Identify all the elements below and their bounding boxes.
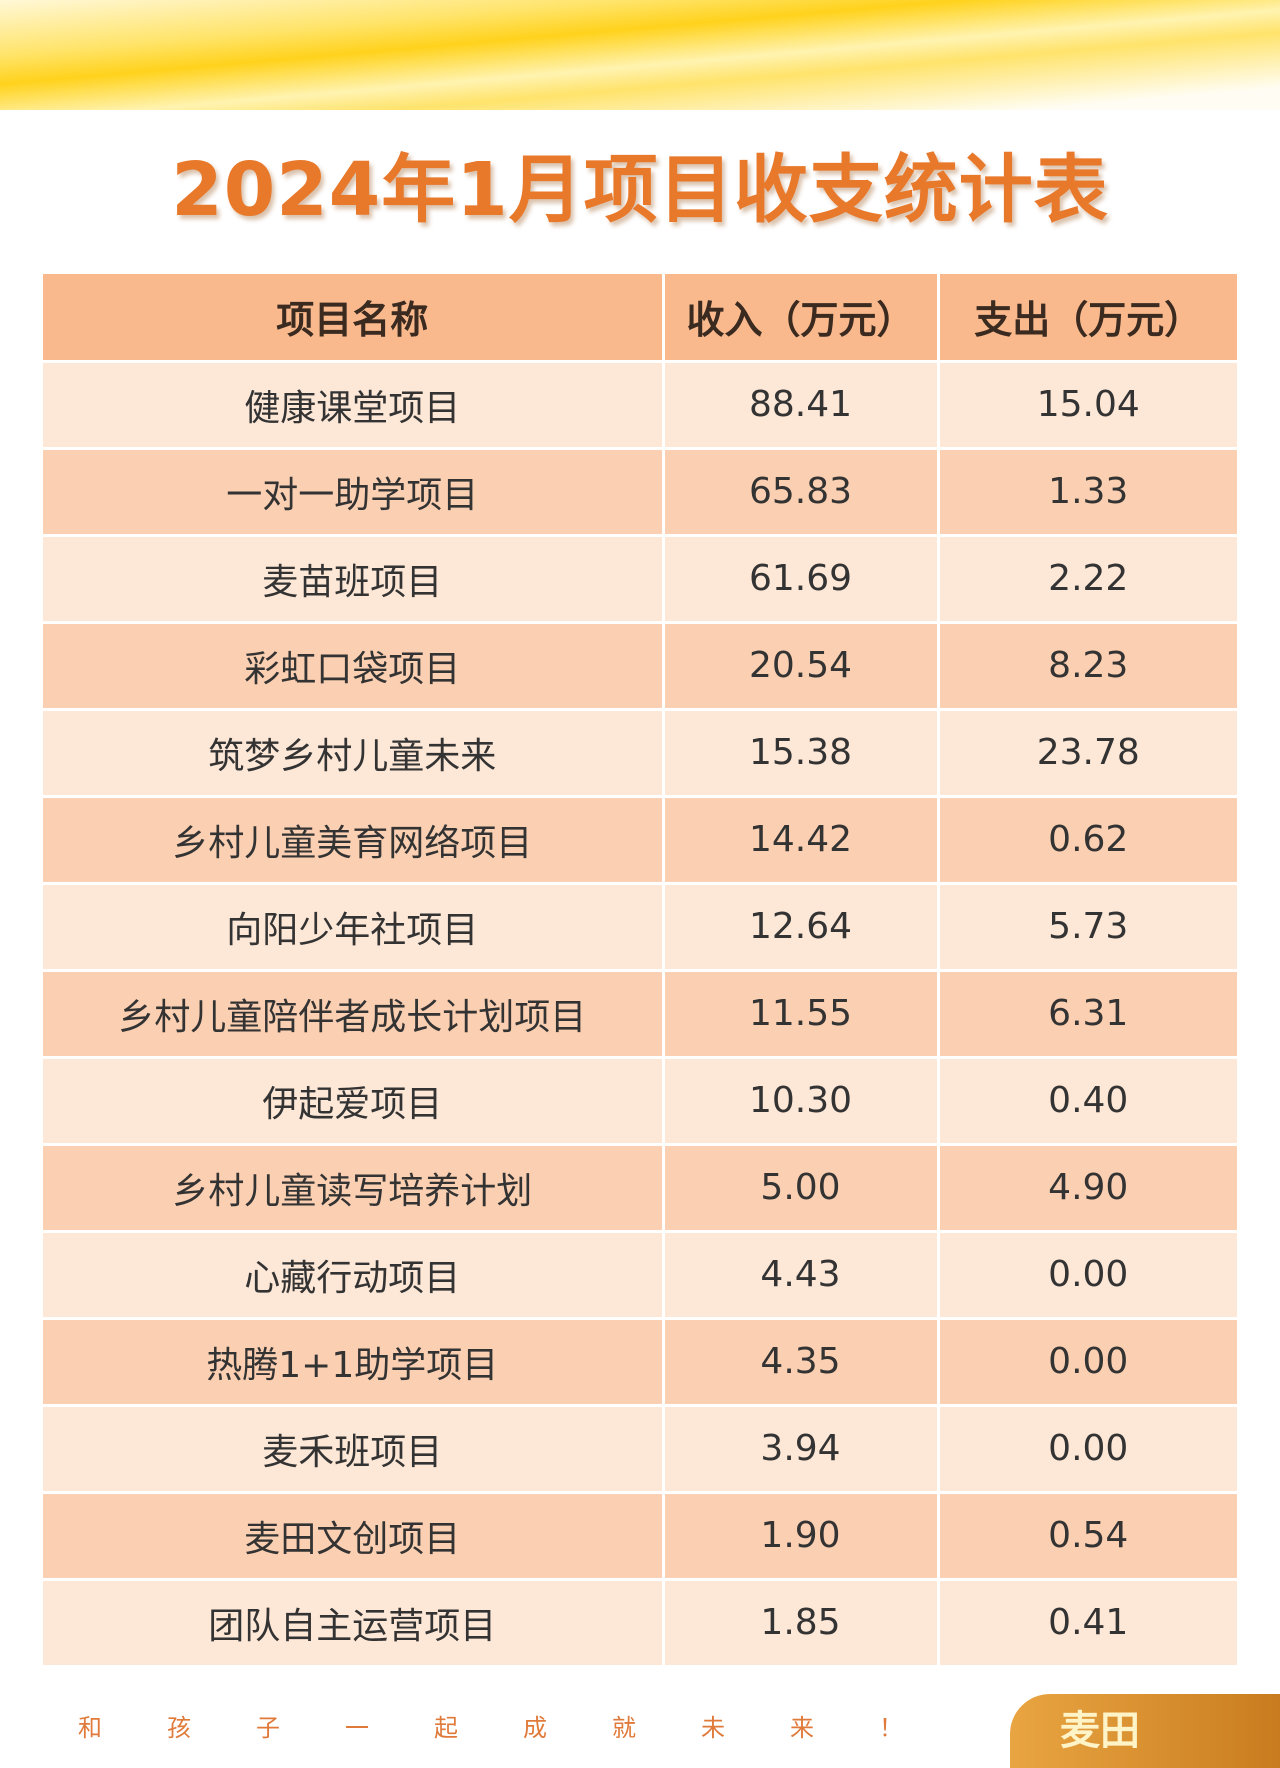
table-cell: 团队自主运营项目: [43, 1579, 665, 1668]
table-cell: 1.90: [663, 1492, 940, 1581]
table-cell: 乡村儿童陪伴者成长计划项目: [43, 970, 665, 1059]
table-cell: 麦苗班项目: [43, 535, 665, 624]
table-cell: 65.83: [663, 448, 940, 537]
table-cell: 0.54: [938, 1492, 1237, 1581]
table-row: 热腾1+1助学项目 4.35 0.00: [43, 1318, 1237, 1407]
table-row: 乡村儿童陪伴者成长计划项目 11.55 6.31: [43, 970, 1237, 1059]
table-cell: 15.04: [938, 361, 1237, 450]
table-cell: 乡村儿童美育网络项目: [43, 796, 665, 885]
table-cell: 15.38: [663, 709, 940, 798]
table-cell: 6.31: [938, 970, 1237, 1059]
table-row: 团队自主运营项目 1.85 0.41: [43, 1579, 1237, 1668]
table-cell: 0.00: [938, 1318, 1237, 1407]
table-row: 向阳少年社项目 12.64 5.73: [43, 883, 1237, 972]
table-cell: 热腾1+1助学项目: [43, 1318, 665, 1407]
table-cell: 14.42: [663, 796, 940, 885]
table-cell: 12.64: [663, 883, 940, 972]
table-row: 麦苗班项目 61.69 2.22: [43, 535, 1237, 624]
table-row: 一对一助学项目 65.83 1.33: [43, 448, 1237, 537]
table-cell: 3.94: [663, 1405, 940, 1494]
table-cell: 一对一助学项目: [43, 448, 665, 537]
table-cell: 88.41: [663, 361, 940, 450]
table-cell: 健康课堂项目: [43, 361, 665, 450]
table-cell: 1.85: [663, 1579, 940, 1668]
column-header: 收入（万元）: [663, 274, 940, 363]
table-cell: 20.54: [663, 622, 940, 711]
table-cell: 心藏行动项目: [43, 1231, 665, 1320]
table-cell: 向阳少年社项目: [43, 883, 665, 972]
table-cell: 筑梦乡村儿童未来: [43, 709, 665, 798]
table-cell: 0.62: [938, 796, 1237, 885]
slogan: 和孩子一起成就未来！: [78, 1714, 968, 1742]
table-row: 心藏行动项目 4.43 0.00: [43, 1231, 1237, 1320]
table-cell: 彩虹口袋项目: [43, 622, 665, 711]
header-row: 项目名称 收入（万元） 支出（万元）: [43, 274, 1237, 363]
table-cell: 0.40: [938, 1057, 1237, 1146]
banner: [0, 0, 1280, 110]
table: 项目名称 收入（万元） 支出（万元） 健康课堂项目 88.41 15.04 一对一助学项目…: [43, 274, 1237, 1668]
column-header: 项目名称: [43, 274, 665, 363]
table-cell: 4.43: [663, 1231, 940, 1320]
table-cell: 10.30: [663, 1057, 940, 1146]
table-cell: 8.23: [938, 622, 1237, 711]
table-row: 麦田文创项目 1.90 0.54: [43, 1492, 1237, 1581]
table-row: 健康课堂项目 88.41 15.04: [43, 361, 1237, 450]
table-row: 麦禾班项目 3.94 0.00: [43, 1405, 1237, 1494]
table-cell: 4.35: [663, 1318, 940, 1407]
table-cell: 伊起爱项目: [43, 1057, 665, 1146]
table-cell: 0.00: [938, 1405, 1237, 1494]
table-cell: 2.22: [938, 535, 1237, 624]
table-row: 彩虹口袋项目 20.54 8.23: [43, 622, 1237, 711]
table-cell: 5.73: [938, 883, 1237, 972]
table-cell: 23.78: [938, 709, 1237, 798]
title: 2024年1月项目收支统计表: [171, 147, 1109, 233]
table-cell: 1.33: [938, 448, 1237, 537]
table-cell: 0.41: [938, 1579, 1237, 1668]
table-cell: 麦禾班项目: [43, 1405, 665, 1494]
table-cell: 0.00: [938, 1231, 1237, 1320]
table-cell: 乡村儿童读写培养计划: [43, 1144, 665, 1233]
table-row: 筑梦乡村儿童未来 15.38 23.78: [43, 709, 1237, 798]
table-cell: 61.69: [663, 535, 940, 624]
table-cell: 5.00: [663, 1144, 940, 1233]
table-row: 乡村儿童读写培养计划 5.00 4.90: [43, 1144, 1237, 1233]
table-cell: 麦田文创项目: [43, 1492, 665, 1581]
table-cell: 4.90: [938, 1144, 1237, 1233]
table-row: 伊起爱项目 10.30 0.40: [43, 1057, 1237, 1146]
column-header: 支出（万元）: [938, 274, 1237, 363]
table-cell: 11.55: [663, 970, 940, 1059]
logo: 麦田: [1010, 1694, 1280, 1768]
table-row: 乡村儿童美育网络项目 14.42 0.62: [43, 796, 1237, 885]
